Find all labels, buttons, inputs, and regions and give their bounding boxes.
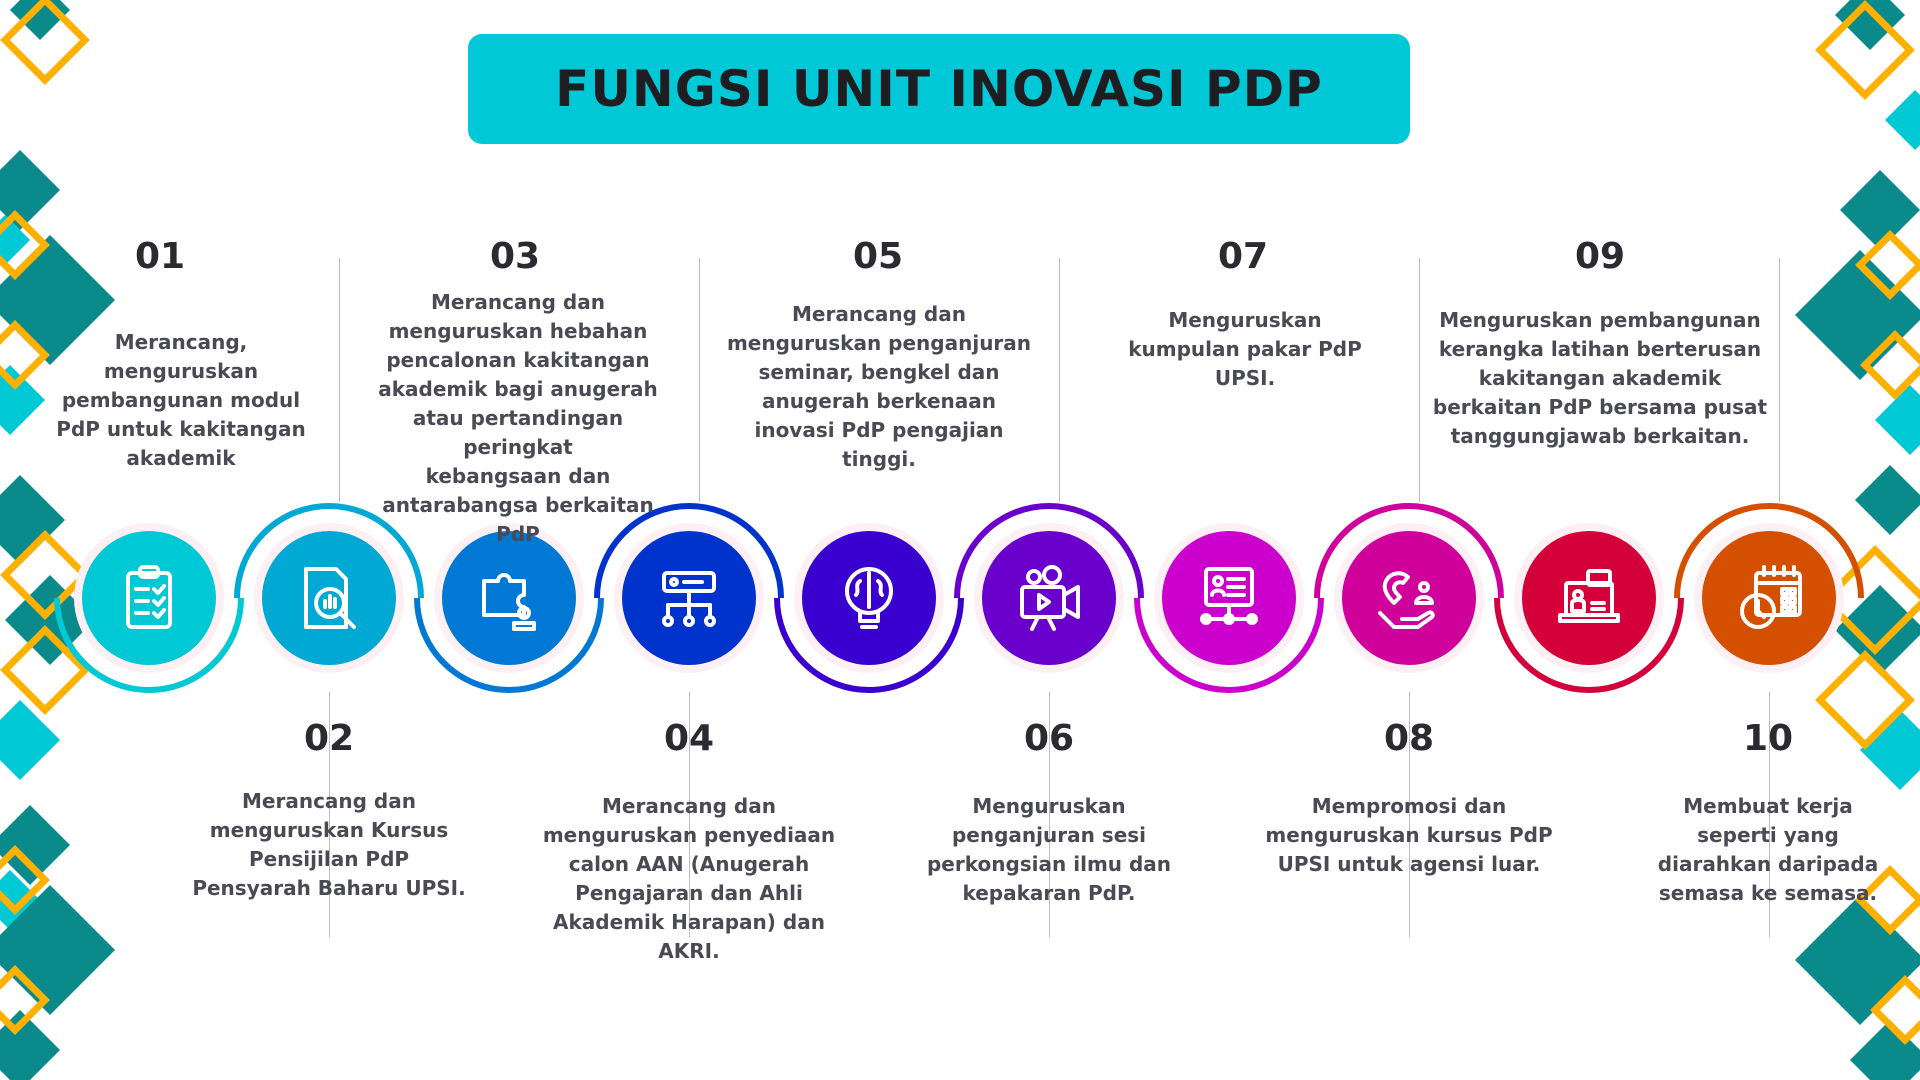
divider-line xyxy=(1049,692,1050,937)
divider-line xyxy=(1059,258,1060,502)
wave-arc-01 xyxy=(54,597,244,693)
divider-line xyxy=(329,692,330,937)
divider-line xyxy=(1779,258,1780,502)
diamond-shape xyxy=(0,965,50,1035)
diamond-shape xyxy=(0,235,115,365)
diamond-shape xyxy=(1855,465,1920,535)
diamond-shape xyxy=(0,215,30,265)
step-number: 05 xyxy=(852,236,904,277)
diamond-shape xyxy=(1860,710,1920,790)
step-description: Menguruskan penganjuran sesi perkongsian… xyxy=(926,794,1172,905)
video-camera-icon xyxy=(1020,565,1080,631)
divider-line xyxy=(1769,692,1770,937)
divider-line xyxy=(339,258,340,502)
step-description: Menguruskan pembangunan kerangka latihan… xyxy=(1432,308,1768,448)
network-hierarchy-icon xyxy=(662,571,716,627)
wave-arc-07 xyxy=(1134,597,1324,693)
diamond-shape xyxy=(1815,0,1915,100)
diamond-shape xyxy=(1885,90,1920,150)
diamond-shape xyxy=(1795,250,1920,380)
diamond-shape xyxy=(1815,650,1915,750)
title-banner: FUNGSI UNIT INOVASI PDP xyxy=(468,34,1410,144)
wave-arc-04 xyxy=(594,503,784,599)
diamond-shape xyxy=(1835,0,1905,50)
step-circle-07 xyxy=(1162,531,1296,665)
diamond-shape xyxy=(1840,170,1920,250)
wave-arc-10 xyxy=(1674,503,1864,599)
diamond-shape xyxy=(1875,385,1920,455)
wave-arc-06 xyxy=(954,503,1144,599)
step-number: 03 xyxy=(489,236,541,277)
diamond-shape xyxy=(1855,230,1920,300)
step-circle-05 xyxy=(802,531,936,665)
divider-line xyxy=(1409,692,1410,937)
step-description: Merancang dan menguruskan penganjuran se… xyxy=(726,302,1032,471)
step-description: Mempromosi dan menguruskan kursus PdP UP… xyxy=(1265,794,1553,876)
wave-arc-02 xyxy=(234,503,424,599)
diamond-shape xyxy=(0,150,60,230)
step-number: 04 xyxy=(663,718,715,759)
brain-bulb-icon xyxy=(845,567,893,629)
wave-arc-05 xyxy=(774,597,964,693)
diamond-shape xyxy=(1870,975,1920,1045)
diamond-shape xyxy=(1860,330,1920,400)
step-description: Merancang dan menguruskan penyediaan cal… xyxy=(542,794,836,963)
diamond-shape xyxy=(0,700,60,780)
divider-line xyxy=(699,258,700,502)
calendar-clock-icon xyxy=(1740,565,1802,629)
presentation-network-icon xyxy=(1200,567,1258,625)
step-circle-04 xyxy=(622,531,756,665)
step-circle-03 xyxy=(442,531,576,665)
step-number: 02 xyxy=(303,718,355,759)
step-circle-09 xyxy=(1522,531,1656,665)
laptop-chat-icon xyxy=(1558,569,1620,623)
step-number: 08 xyxy=(1383,718,1435,759)
diamond-shape xyxy=(0,210,50,280)
diamond-shape xyxy=(1820,545,1920,655)
wave-arc-03 xyxy=(414,597,604,693)
diamond-shape xyxy=(0,530,90,620)
diamond-shape xyxy=(1835,585,1920,675)
wave-arc-09 xyxy=(1494,597,1684,693)
diamond-shape xyxy=(0,625,90,715)
step-description: Merancang dan menguruskan hebahan pencal… xyxy=(378,290,658,546)
diamond-shape xyxy=(0,0,90,85)
diamond-shape xyxy=(1855,865,1920,935)
step-circle-01 xyxy=(82,531,216,665)
diamond-shape xyxy=(0,805,70,885)
diamond-shape xyxy=(0,870,40,930)
step-number: 09 xyxy=(1574,236,1626,277)
page-title: FUNGSI UNIT INOVASI PDP xyxy=(555,60,1323,118)
wave-arc-08 xyxy=(1314,503,1504,599)
magnet-hand-icon xyxy=(1378,571,1435,629)
document-analysis-icon xyxy=(304,567,356,629)
step-circle-08 xyxy=(1342,531,1476,665)
step-number: 01 xyxy=(134,236,186,277)
step-number: 10 xyxy=(1742,718,1794,759)
step-description: Merancang, menguruskan pembangunan modul… xyxy=(56,330,306,470)
step-circle-10 xyxy=(1702,531,1836,665)
step-number: 06 xyxy=(1023,718,1075,759)
divider-line xyxy=(689,692,690,937)
diamond-shape xyxy=(0,320,50,390)
step-description: Merancang dan menguruskan Kursus Pensiji… xyxy=(192,789,466,900)
diamond-shape xyxy=(0,475,65,565)
step-description: Membuat kerja seperti yang diarahkan dar… xyxy=(1657,794,1879,905)
divider-line xyxy=(1419,258,1420,502)
diamond-shape xyxy=(0,845,50,915)
clipboard-checklist-icon xyxy=(126,565,172,629)
puzzle-person-icon xyxy=(482,573,536,631)
step-circle-06 xyxy=(982,531,1116,665)
step-description: Menguruskan kumpulan pakar PdP UPSI. xyxy=(1128,308,1362,390)
step-number: 07 xyxy=(1217,236,1269,277)
step-circle-02 xyxy=(262,531,396,665)
